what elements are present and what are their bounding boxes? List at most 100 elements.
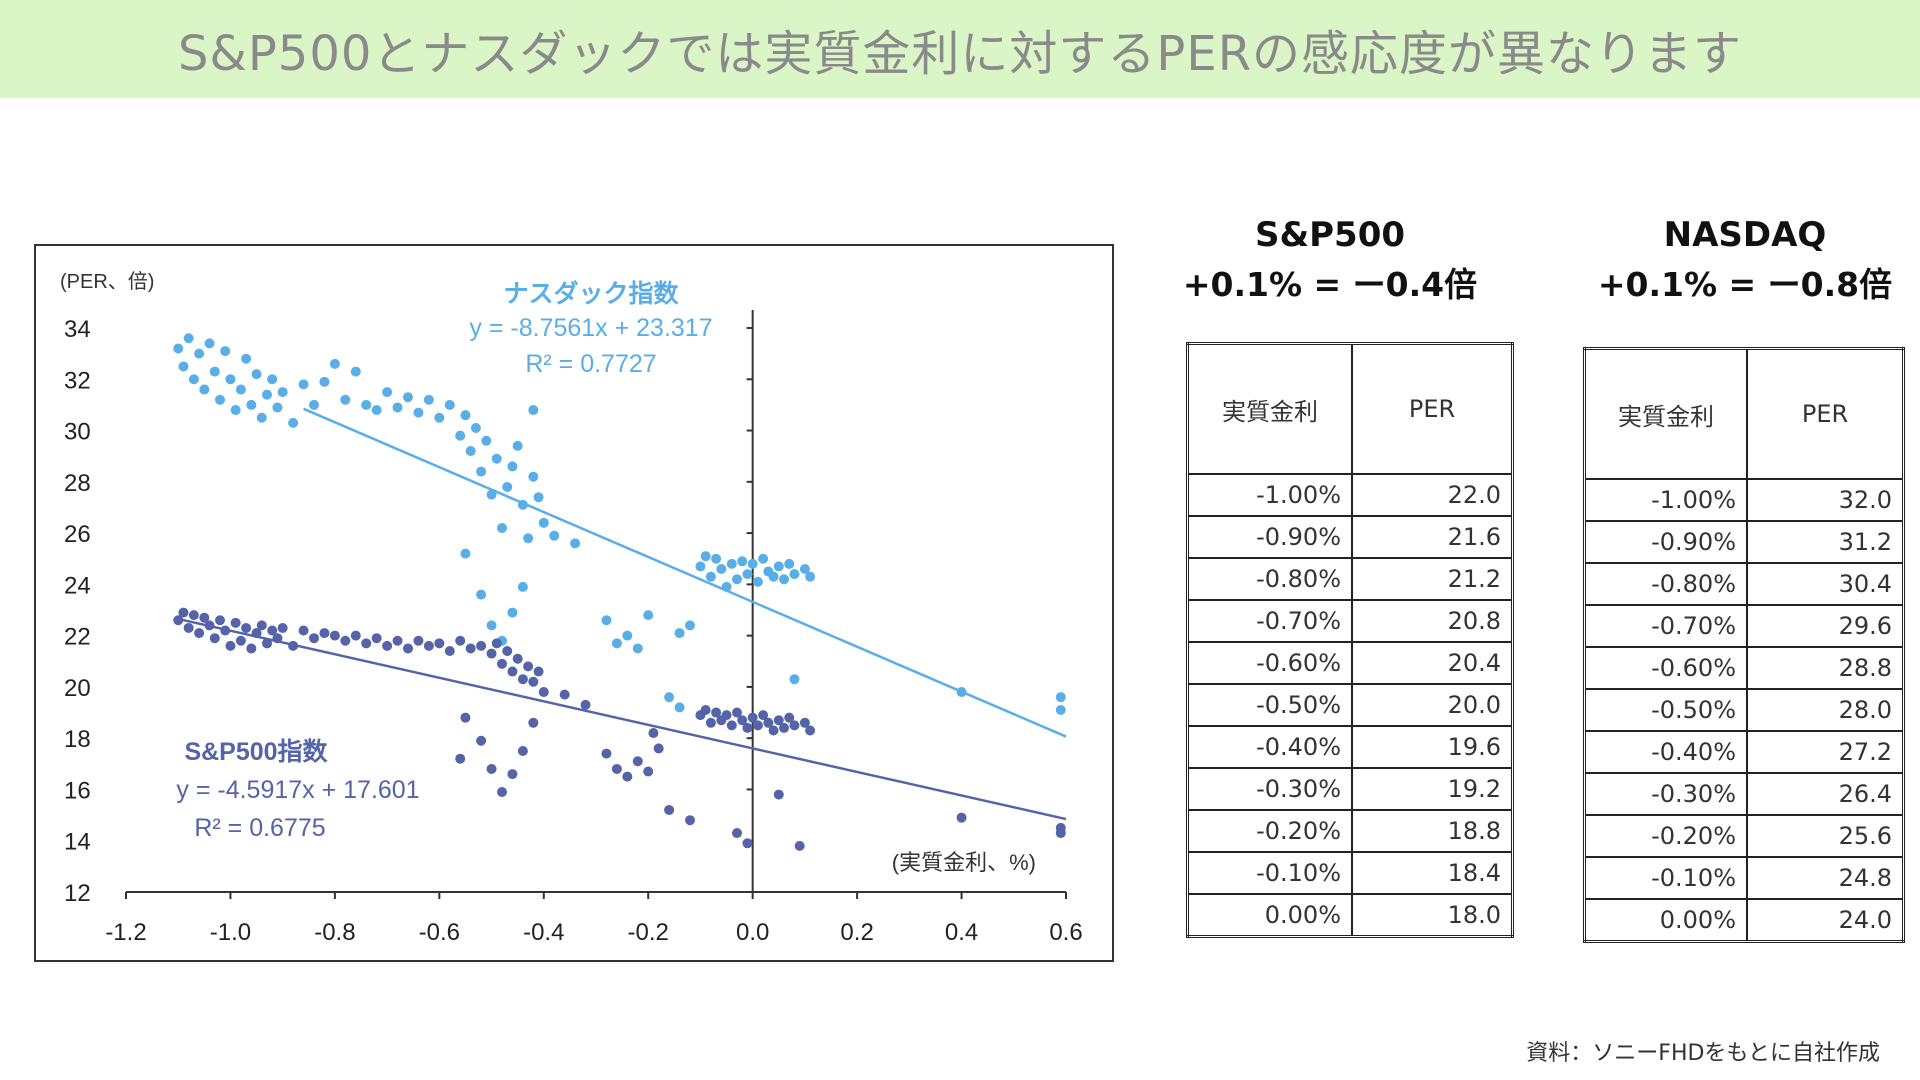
data-point xyxy=(601,748,612,759)
rate-cell: -0.90% xyxy=(1583,520,1748,564)
y-tick-label: 12 xyxy=(64,880,91,907)
y-tick-label: 34 xyxy=(64,316,91,343)
data-point xyxy=(481,435,492,446)
data-point xyxy=(371,405,382,416)
y-tick-label: 28 xyxy=(64,470,91,497)
data-point xyxy=(805,725,816,736)
table-row: -1.00% 32.0 xyxy=(1583,478,1905,522)
data-point xyxy=(403,392,413,403)
data-point xyxy=(784,558,795,569)
data-point xyxy=(298,625,309,636)
scatter-chart: -1.2 -1.0 -0.8 -0.6 -0.4 -0.2 0.0 0.2 0.4 0.6 34 32… xyxy=(34,244,1114,962)
trend-line xyxy=(303,407,1067,738)
data-point xyxy=(956,812,967,823)
data-point xyxy=(695,561,706,572)
data-point xyxy=(444,399,455,410)
data-point xyxy=(361,399,372,410)
data-point xyxy=(758,710,769,721)
data-point xyxy=(392,635,403,646)
data-point xyxy=(183,333,194,344)
data-point xyxy=(486,763,497,774)
rate-cell: 0.00% xyxy=(1186,893,1353,938)
table-row: -0.80% 30.4 xyxy=(1583,562,1905,606)
rate-cell: -0.80% xyxy=(1186,557,1353,601)
data-point xyxy=(737,556,748,567)
data-point xyxy=(491,453,502,464)
data-point xyxy=(350,366,361,377)
rate-cell: -1.00% xyxy=(1186,473,1353,517)
sp500-name: S&P500 xyxy=(1254,215,1406,255)
data-point xyxy=(267,374,278,385)
rate-cell: 0.00% xyxy=(1583,898,1748,943)
rate-cell: -0.10% xyxy=(1583,856,1748,900)
data-point xyxy=(340,394,351,405)
per-cell: 19.2 xyxy=(1351,767,1514,811)
table-row: -0.70% 20.8 xyxy=(1186,599,1514,643)
table-header-row: 実質金利 PER xyxy=(1186,342,1514,475)
nasdaq-name: NASDAQ xyxy=(1663,215,1827,255)
nasdaq-series-label: ナスダック指数 xyxy=(503,279,679,308)
data-point xyxy=(173,615,184,626)
table-header-row: 実質金利 PER xyxy=(1583,347,1905,480)
x-tick-label: -1.2 xyxy=(105,919,146,946)
data-point xyxy=(721,710,732,721)
column-header: PER xyxy=(1351,342,1514,475)
data-point xyxy=(382,387,393,398)
y-tick-label: 20 xyxy=(64,675,91,702)
data-point xyxy=(497,522,507,533)
data-point xyxy=(711,707,722,718)
data-point xyxy=(235,635,246,646)
data-point xyxy=(528,405,539,416)
data-point xyxy=(512,440,523,451)
data-point xyxy=(779,722,789,733)
per-cell: 28.8 xyxy=(1746,646,1905,690)
x-tick-label: 0.6 xyxy=(1049,919,1082,946)
data-point xyxy=(737,715,748,726)
table-row: -0.10% 24.8 xyxy=(1583,856,1905,900)
data-point xyxy=(742,722,753,733)
per-cell: 25.6 xyxy=(1746,814,1905,858)
data-point xyxy=(178,361,189,372)
data-point xyxy=(256,412,267,423)
x-tick-label: 0.4 xyxy=(945,919,978,946)
per-cell: 29.6 xyxy=(1746,604,1905,648)
data-point xyxy=(1055,822,1066,833)
data-point xyxy=(611,638,622,649)
data-point xyxy=(476,640,487,651)
data-point xyxy=(523,533,534,544)
data-point xyxy=(392,402,403,413)
sp500-r2: R² = 0.6775 xyxy=(194,814,325,842)
rate-cell: -0.50% xyxy=(1583,688,1748,732)
data-point xyxy=(444,646,455,657)
column-header: 実質金利 xyxy=(1186,342,1353,475)
data-point xyxy=(549,530,560,541)
data-point xyxy=(486,620,497,631)
data-point xyxy=(413,407,424,418)
data-point xyxy=(188,374,199,385)
per-cell: 24.0 xyxy=(1746,898,1905,943)
nasdaq-header: NASDAQ +0.1% = ー0.8倍 xyxy=(1575,210,1915,310)
table-row: -0.50% 28.0 xyxy=(1583,688,1905,732)
trend-line xyxy=(177,617,1067,821)
rate-cell: -0.30% xyxy=(1186,767,1353,811)
data-point xyxy=(517,581,528,592)
data-point xyxy=(632,643,643,654)
data-point xyxy=(497,787,507,798)
data-point xyxy=(230,405,241,416)
data-point xyxy=(768,725,779,736)
data-point xyxy=(747,712,758,723)
data-point xyxy=(742,569,753,580)
data-point xyxy=(256,620,267,631)
data-point xyxy=(423,640,434,651)
data-point xyxy=(528,471,539,482)
table-row: -0.40% 19.6 xyxy=(1186,725,1514,769)
per-cell: 20.0 xyxy=(1351,683,1514,727)
data-point xyxy=(685,815,695,826)
rate-cell: -0.10% xyxy=(1186,851,1353,895)
data-point xyxy=(199,384,210,395)
data-point xyxy=(732,828,742,839)
rate-cell: -0.70% xyxy=(1583,604,1748,648)
per-cell: 19.6 xyxy=(1351,725,1514,769)
data-point xyxy=(528,717,539,728)
column-header: PER xyxy=(1746,347,1905,480)
